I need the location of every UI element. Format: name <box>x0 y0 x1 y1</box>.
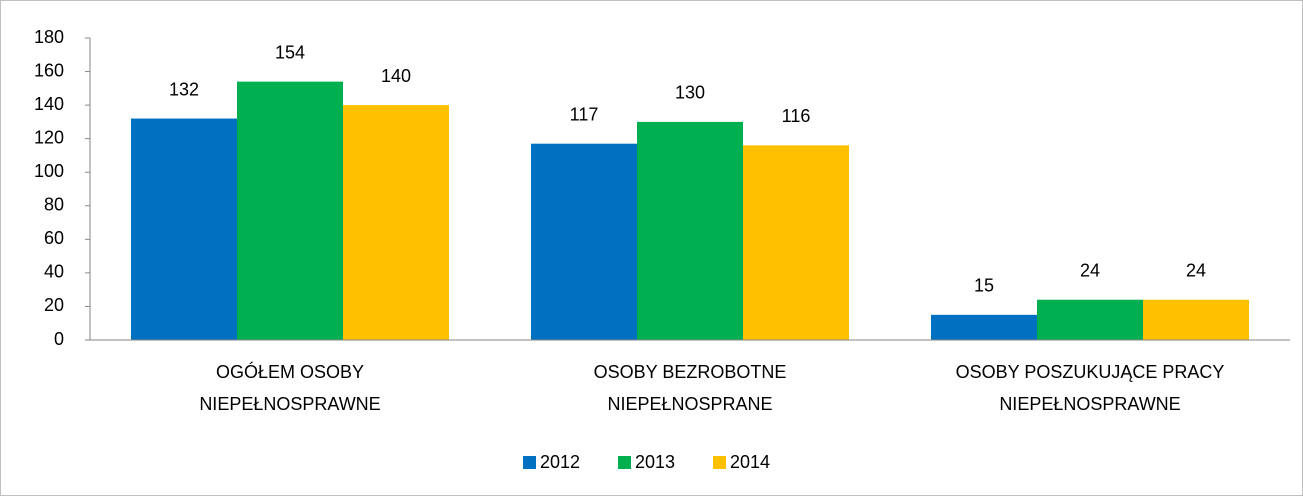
x-tick-label-line: NIEPEŁNOSPRAWNE <box>199 394 380 414</box>
y-tick-label: 160 <box>34 60 64 80</box>
data-label: 154 <box>275 42 305 62</box>
data-label: 15 <box>974 276 994 296</box>
data-label: 140 <box>381 66 411 86</box>
y-tick-label: 80 <box>44 195 64 215</box>
x-tick-label: OGÓŁEM OSOBY NIEPEŁNOSPRAWNE <box>199 361 380 414</box>
y-tick-label: 60 <box>44 228 64 248</box>
y-tick-label: 180 <box>34 27 64 47</box>
bar <box>1037 299 1143 340</box>
bar <box>131 118 237 341</box>
bar <box>931 314 1037 340</box>
legend-swatch <box>713 456 726 469</box>
x-tick-label: OSOBY BEZROBOTNE NIEPEŁNOSPRANE <box>594 362 787 414</box>
data-label: 130 <box>675 83 705 103</box>
x-tick-label: OSOBY POSZUKUJĄCE PRACY NIEPEŁNOSPRAWNE <box>956 362 1225 414</box>
data-label: 116 <box>782 106 811 126</box>
data-label: 24 <box>1080 260 1100 280</box>
x-tick-label-line: OGÓŁEM OSOBY <box>216 361 364 382</box>
bar <box>637 121 743 340</box>
data-label: 117 <box>570 104 599 124</box>
y-tick-label: 20 <box>44 295 64 315</box>
y-tick-label: 100 <box>34 161 64 181</box>
y-tick-label: 140 <box>34 94 64 114</box>
bar <box>1143 299 1249 340</box>
legend-label: 2013 <box>635 452 675 472</box>
x-tick-label-line: NIEPEŁNOSPRAWNE <box>999 394 1180 414</box>
y-tick-label: 0 <box>54 329 64 349</box>
y-tick-label: 40 <box>44 262 64 282</box>
bar <box>531 143 637 340</box>
legend-swatch <box>523 456 536 469</box>
legend-swatch <box>618 456 631 469</box>
data-label: 24 <box>1186 260 1206 280</box>
x-tick-label-line: NIEPEŁNOSPRANE <box>607 394 772 414</box>
y-tick-label: 120 <box>34 127 64 147</box>
bar <box>743 145 849 340</box>
legend-label: 2012 <box>540 452 580 472</box>
data-label: 132 <box>169 79 199 99</box>
x-tick-label-line: OSOBY BEZROBOTNE <box>594 362 787 382</box>
bar <box>237 81 343 340</box>
bar <box>343 105 449 340</box>
legend-label: 2014 <box>730 452 770 472</box>
x-tick-label-line: OSOBY POSZUKUJĄCE PRACY <box>956 362 1225 382</box>
